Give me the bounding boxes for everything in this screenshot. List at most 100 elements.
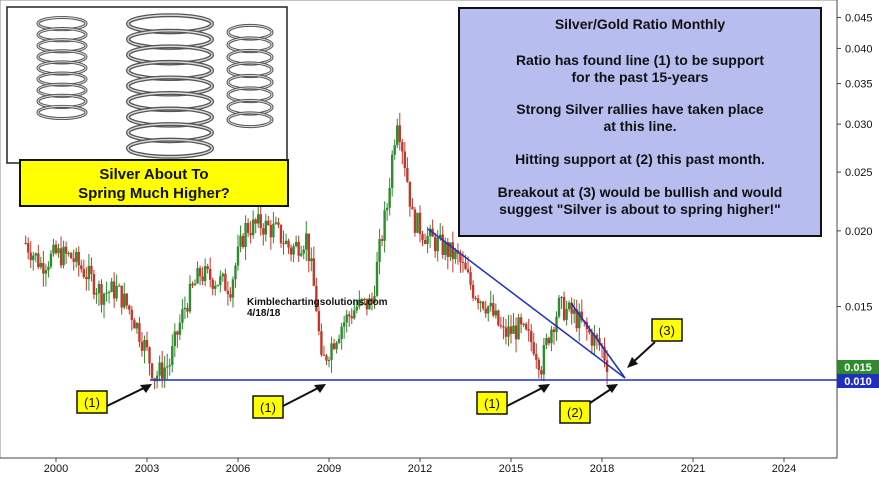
- callout-1b-label: (1): [260, 400, 276, 415]
- candle-body: [428, 228, 432, 236]
- candle-body: [530, 330, 533, 343]
- candle-body: [117, 285, 121, 287]
- callout-1c: (1): [476, 384, 550, 415]
- notes-line6: Breakout at (3) would be bullish and wou…: [498, 184, 783, 200]
- candle-body: [198, 268, 202, 277]
- candle-body: [375, 261, 379, 296]
- candle-body: [246, 222, 250, 233]
- candle-body: [509, 326, 513, 334]
- candle-body: [274, 222, 278, 224]
- x-tick-label: 2018: [590, 463, 614, 475]
- callout-2-label: (2): [567, 405, 583, 420]
- candle-body: [439, 234, 442, 238]
- candle-body: [107, 291, 111, 293]
- candle-body: [176, 331, 179, 335]
- candle-body: [433, 236, 437, 252]
- candle-body: [522, 323, 525, 325]
- candle-body: [461, 262, 465, 264]
- headline-line1: Silver About To: [99, 166, 208, 183]
- candle-body: [570, 302, 573, 314]
- callout-1a-label: (1): [84, 395, 100, 410]
- candle-body: [342, 322, 346, 327]
- y-axis-ticks: 0.045 0.040 0.035 0.030 0.025 0.020 0.015: [837, 12, 873, 314]
- candle-body: [441, 234, 444, 255]
- candle-body: [360, 299, 364, 301]
- candle-body: [54, 244, 58, 254]
- notes-line5: Hitting support at (2) this past month.: [515, 151, 765, 167]
- candle-body: [423, 240, 427, 244]
- candle-body: [565, 309, 568, 320]
- x-tick-label: 2021: [681, 463, 705, 475]
- callout-3: (3): [627, 318, 683, 368]
- candle-body: [69, 253, 73, 259]
- x-tick-label: 2003: [135, 463, 159, 475]
- candle-body: [532, 342, 535, 354]
- candle-body: [476, 298, 480, 304]
- candle-body: [216, 284, 219, 286]
- candle-body: [492, 303, 495, 316]
- candle-body: [125, 293, 128, 306]
- candle-body: [385, 207, 389, 211]
- candle-body: [188, 283, 192, 312]
- candle-body: [211, 279, 214, 289]
- y-tick-label: 0.015: [845, 302, 873, 314]
- candle-body: [507, 326, 510, 337]
- headline-line2: Spring Much Higher?: [78, 185, 230, 202]
- candle-body: [171, 346, 174, 366]
- candle-body: [183, 307, 187, 310]
- candle-body: [527, 329, 530, 331]
- candle-body: [494, 310, 498, 316]
- x-tick-label: 2015: [499, 463, 523, 475]
- candle-body: [279, 224, 283, 244]
- candle-body: [567, 302, 571, 310]
- candle-body: [181, 309, 184, 323]
- candle-body: [317, 311, 321, 332]
- x-tick-label: 2006: [226, 463, 250, 475]
- candle-body: [552, 329, 556, 333]
- notes-box: [458, 7, 822, 237]
- candle-body: [502, 326, 505, 328]
- candle-body: [332, 343, 336, 350]
- candle-body: [241, 235, 245, 248]
- candle-body: [517, 317, 520, 340]
- callout-1c-label: (1): [484, 396, 500, 411]
- candle-body: [378, 239, 381, 262]
- candle-body: [454, 250, 457, 260]
- candle-body: [418, 212, 422, 235]
- candle-body: [497, 310, 500, 326]
- candle-body: [57, 248, 60, 254]
- candle-body: [292, 246, 295, 255]
- candle-body: [203, 266, 207, 282]
- candle-body: [90, 265, 93, 275]
- candle-body: [578, 311, 581, 329]
- candle-body: [590, 332, 594, 346]
- candle-body: [365, 298, 369, 310]
- last-value-text: 0.015: [844, 362, 872, 374]
- candle-body: [464, 262, 467, 270]
- candle-body: [411, 206, 414, 210]
- notes-title: Silver/Gold Ratio Monthly: [555, 16, 726, 32]
- candle-body: [547, 338, 551, 344]
- candle-body: [426, 235, 429, 244]
- candle-body: [92, 274, 96, 295]
- candle-body: [287, 240, 290, 248]
- candle-body: [254, 219, 257, 224]
- candle-body: [504, 327, 508, 337]
- candle-body: [239, 235, 242, 247]
- candle-body: [459, 253, 462, 263]
- candles-group: [24, 112, 609, 390]
- candle-body: [224, 273, 227, 291]
- y-tick-label: 0.020: [845, 226, 873, 238]
- candle-body: [155, 375, 159, 382]
- candle-body: [390, 154, 394, 189]
- credit-date: 4/18/18: [247, 308, 281, 319]
- candle-body: [322, 354, 326, 356]
- candle-body: [580, 311, 583, 321]
- candle-body: [123, 293, 126, 308]
- candle-body: [348, 314, 351, 317]
- candle-body: [160, 362, 164, 379]
- candle-body: [393, 145, 396, 155]
- candle-body: [244, 222, 247, 248]
- candle-body: [80, 265, 83, 270]
- candle-body: [42, 263, 45, 274]
